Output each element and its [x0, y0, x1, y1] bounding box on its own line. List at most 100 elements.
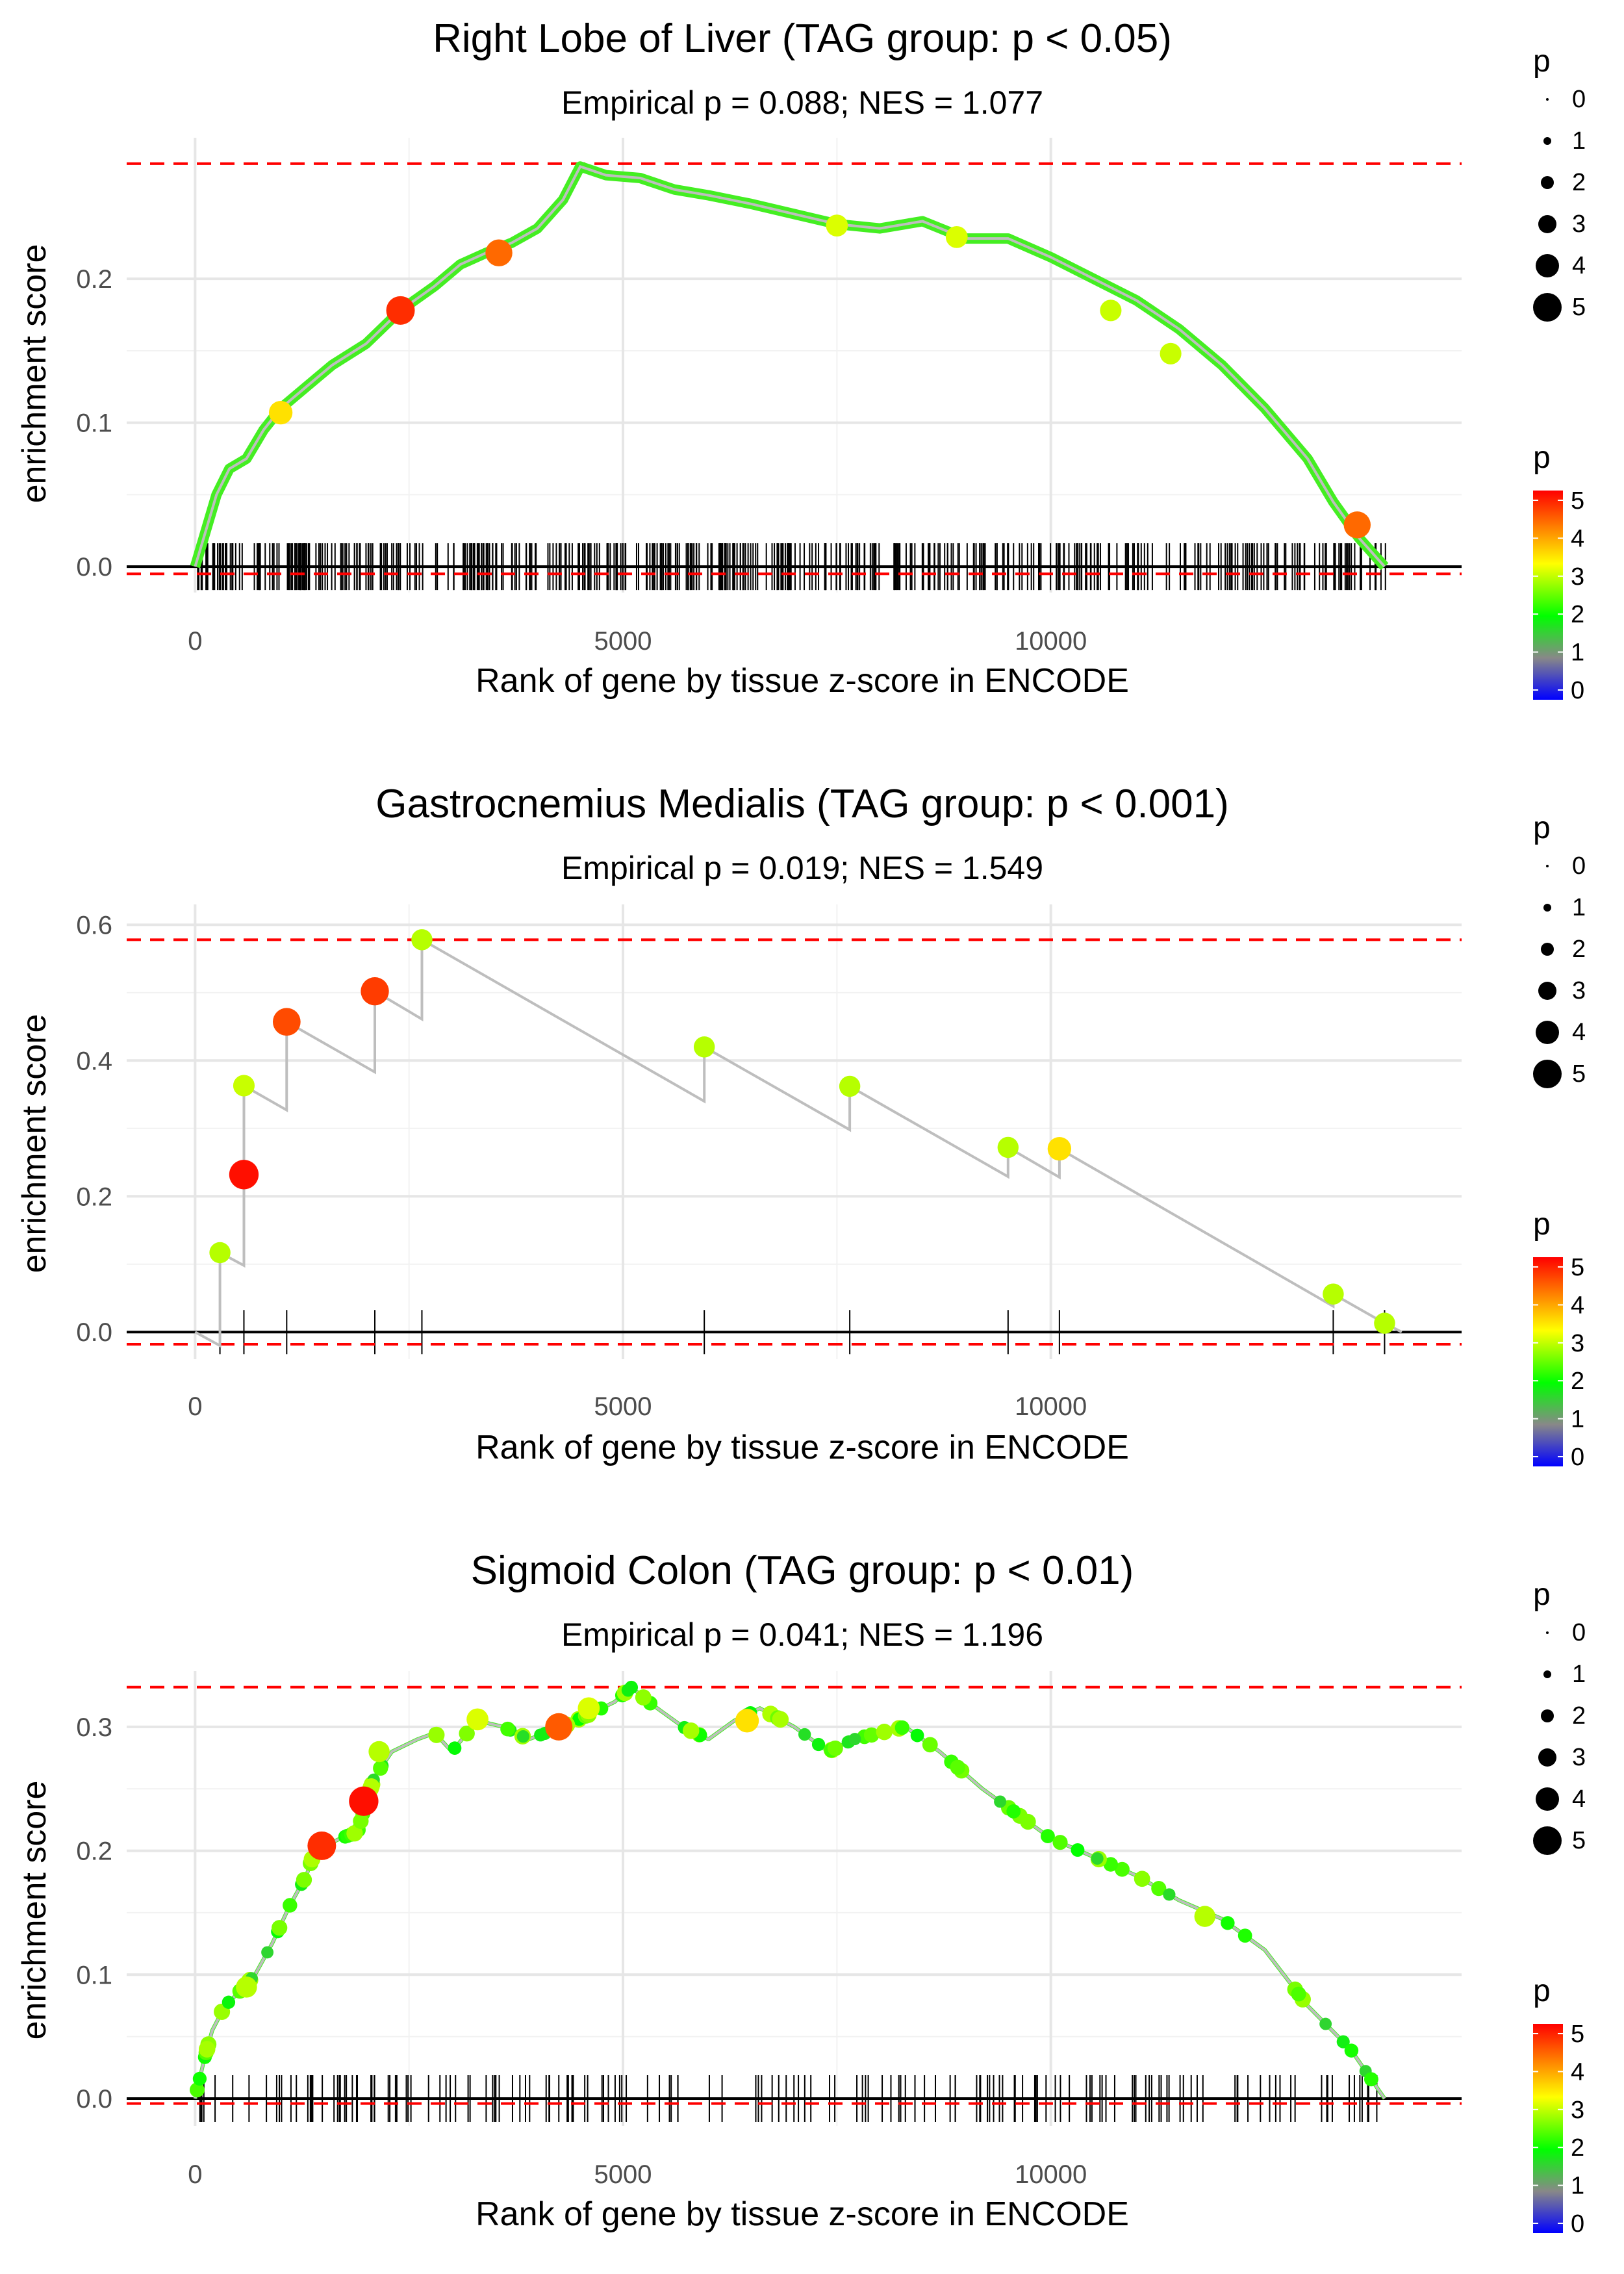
legend-size-dot: [1546, 865, 1549, 867]
data-point: [1343, 511, 1371, 539]
x-tick-label: 10000: [1015, 1392, 1087, 1421]
data-point: [1071, 1843, 1085, 1857]
legend-size-label: 1: [1572, 127, 1586, 155]
legend-size-title: p: [1533, 1578, 1551, 1612]
x-axis-label: Rank of gene by tissue z-score in ENCODE: [476, 2195, 1129, 2233]
legend-color-title: p: [1533, 441, 1551, 475]
data-point: [459, 1725, 475, 1742]
enrichment-curve: [194, 937, 1402, 1348]
legend-size-dot: [1536, 1021, 1559, 1044]
data-point: [1047, 1136, 1072, 1161]
legend-color-label: 2: [1571, 601, 1584, 628]
panel-title: Right Lobe of Liver (TAG group: p < 0.05…: [433, 16, 1172, 61]
data-point: [1151, 1881, 1167, 1897]
legend-color-label: 5: [1571, 2021, 1584, 2048]
data-point: [361, 977, 389, 1006]
data-point: [386, 296, 415, 325]
data-point: [826, 214, 848, 237]
legend-size-label: 3: [1572, 211, 1586, 238]
data-point: [349, 1786, 379, 1816]
legend-size-label: 3: [1572, 1744, 1586, 1771]
data-point: [876, 1723, 893, 1741]
y-axis-label: enrichment score: [16, 1781, 53, 2040]
data-point: [1374, 1312, 1395, 1334]
x-tick-label: 5000: [594, 2160, 652, 2189]
data-point: [635, 1689, 652, 1706]
legend-size-label: 4: [1572, 1019, 1586, 1046]
legend-size-dot: [1543, 904, 1551, 912]
legend-size-dot: [1533, 293, 1562, 322]
x-tick-label: 0: [188, 1392, 202, 1421]
legend-size-dot: [1543, 137, 1551, 145]
y-tick-label: 0.0: [76, 2085, 112, 2114]
legend-color-label: 3: [1571, 2097, 1584, 2124]
legend-size-label: 0: [1572, 86, 1586, 113]
data-point: [1100, 300, 1122, 322]
legend-size-dot: [1536, 1787, 1559, 1811]
legend-color-title: p: [1533, 1974, 1551, 2008]
data-point: [198, 2041, 216, 2058]
data-point: [1052, 1835, 1068, 1850]
panel-gastrocnemius-medialis: Gastrocnemius Medialis (TAG group: p < 0…: [16, 782, 1586, 1471]
data-point: [994, 1795, 1007, 1808]
y-tick-label: 0.2: [76, 265, 112, 294]
data-point: [772, 1711, 789, 1728]
data-point: [283, 1898, 298, 1913]
legend-color-label: 4: [1571, 2058, 1584, 2086]
data-point: [693, 1036, 715, 1058]
data-point: [577, 1697, 600, 1720]
y-axis-label: enrichment score: [16, 1014, 53, 1273]
panel-title: Sigmoid Colon (TAG group: p < 0.01): [471, 1548, 1134, 1593]
data-point: [373, 1760, 388, 1776]
data-point: [500, 1721, 515, 1737]
data-point: [1091, 1852, 1104, 1865]
legend-size-label: 0: [1572, 852, 1586, 880]
data-point: [1194, 1906, 1216, 1927]
panel-title: Gastrocnemius Medialis (TAG group: p < 0…: [375, 782, 1228, 826]
legend-color-label: 0: [1571, 677, 1584, 704]
y-tick-label: 0.2: [76, 1837, 112, 1866]
data-point: [735, 1709, 759, 1733]
y-tick-label: 0.4: [76, 1047, 112, 1075]
x-tick-label: 10000: [1015, 627, 1087, 656]
legend-size-dot: [1546, 1631, 1549, 1634]
data-point: [839, 1075, 861, 1097]
data-point: [516, 1730, 529, 1743]
legend-color-label: 2: [1571, 2134, 1584, 2162]
legend-color-label: 1: [1571, 1406, 1584, 1433]
data-point: [268, 400, 293, 425]
x-tick-label: 5000: [594, 627, 652, 656]
legend-size-label: 4: [1572, 1785, 1586, 1813]
legend-colorbar: [1533, 1257, 1563, 1466]
plot-area: 0 5000 10000 0.0 0.1 0.2 0.3: [76, 1671, 1462, 2189]
legend-size-label: 2: [1572, 1702, 1586, 1730]
panel-subtitle: Empirical p = 0.041; NES = 1.196: [561, 1616, 1043, 1653]
data-point: [411, 929, 433, 951]
data-point: [368, 1741, 390, 1763]
legend-size-dot: [1541, 1709, 1554, 1722]
data-point: [1221, 1916, 1235, 1930]
legend-size-label: 2: [1572, 169, 1586, 196]
data-point: [1134, 1871, 1150, 1887]
legend-size-dot: [1541, 943, 1554, 956]
data-point: [448, 1741, 462, 1755]
x-tick-label: 0: [188, 627, 202, 656]
data-point: [222, 1995, 236, 2009]
data-point: [296, 1872, 312, 1888]
x-tick-label: 10000: [1015, 2160, 1087, 2189]
data-point: [798, 1728, 811, 1741]
data-point: [1163, 1888, 1176, 1901]
data-point: [1319, 2017, 1332, 2030]
data-point: [307, 1831, 336, 1860]
legend-size-label: 5: [1572, 1827, 1586, 1854]
enrichment-curve: [194, 164, 1386, 568]
data-point: [1103, 1857, 1119, 1872]
data-point: [192, 2071, 207, 2086]
legend-size-label: 3: [1572, 977, 1586, 1004]
data-point: [1364, 2072, 1378, 2087]
legend-size-dot: [1546, 98, 1549, 101]
y-tick-label: 0.0: [76, 1318, 112, 1347]
